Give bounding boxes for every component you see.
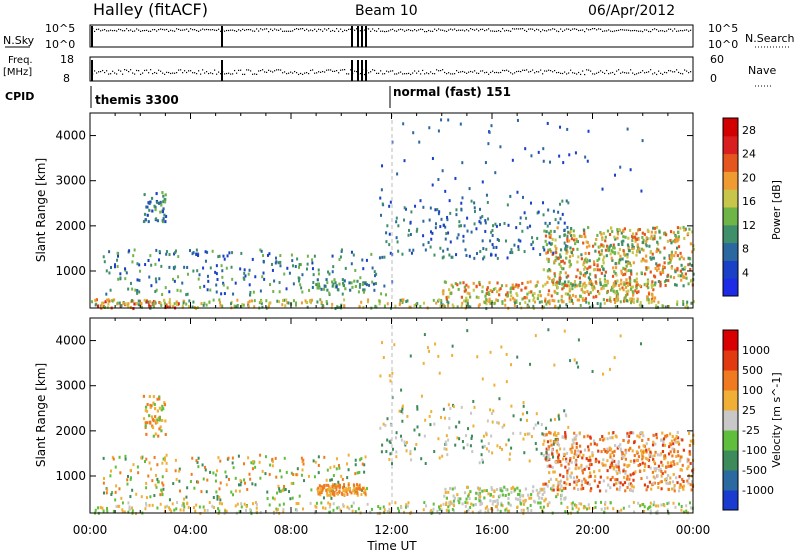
power-ylabel: Slant Range [km] — [34, 158, 48, 262]
nsky-label: N.Sky — [3, 34, 35, 47]
y-tick-label: 3000 — [55, 379, 86, 393]
x-tick-label: 20:00 — [575, 523, 610, 537]
nsearch-label: N.Search — [745, 32, 795, 45]
x-axis-label: Time UT — [366, 539, 417, 553]
x-tick-label: 00:00 — [73, 523, 108, 537]
power-cbar-tick: 28 — [742, 124, 756, 137]
cpid-strip: CPID themis 3300 normal (fast) 151 — [5, 85, 511, 108]
nsky-strip: N.Sky 10^5 10^0 10^5 10^0 N.Search — [3, 22, 795, 51]
x-tick-label: 08:00 — [274, 523, 309, 537]
power-cbar-tick: 20 — [742, 171, 756, 184]
y-tick-label: 2000 — [55, 219, 86, 233]
velocity-cells — [94, 328, 695, 516]
velocity-cbar-tick: -1000 — [742, 484, 774, 497]
y-tick-label: 4000 — [55, 334, 86, 348]
velocity-cbar-tick: -25 — [742, 424, 760, 437]
freq-strip: Freq. [MHz] 18 8 60 0 Nave — [3, 53, 776, 87]
power-cbar-tick: 12 — [742, 219, 756, 232]
freq-label: Freq. — [8, 55, 33, 66]
nsearch-tick-bottom: 10^0 — [708, 38, 738, 51]
y-tick-label: 3000 — [55, 174, 86, 188]
x-tick-labels: 00:00 04:00 08:00 12:00 16:00 20:00 00:00 — [73, 523, 711, 537]
nsky-tick-bottom: 10^0 — [45, 38, 75, 51]
freq-tick-top: 18 — [60, 53, 74, 66]
power-cbar-tick: 16 — [742, 195, 756, 208]
velocity-panel: 1000 2000 3000 4000 Slant Range [km] — [34, 317, 695, 516]
power-cbar-tick: 8 — [742, 243, 749, 256]
x-tick-label: 04:00 — [173, 523, 208, 537]
nave-tick-top: 60 — [710, 53, 724, 66]
velocity-cbar-tick: 100 — [742, 384, 763, 397]
y-tick-label: 4000 — [55, 129, 86, 143]
velocity-cbar-tick: 500 — [742, 364, 763, 377]
cpid-mode-2: normal (fast) 151 — [393, 85, 511, 99]
y-tick-label: 1000 — [55, 264, 86, 278]
velocity-cbar-label: Velocity [m s^-1] — [770, 372, 783, 467]
x-tick-label: 16:00 — [475, 523, 510, 537]
nave-tick-bottom: 0 — [710, 72, 717, 85]
nsky-tick-top: 10^5 — [45, 22, 75, 35]
power-panel: 1000 2000 3000 4000 Slant Range [km] — [34, 112, 695, 311]
power-cells — [91, 118, 695, 311]
power-cbar-tick: 24 — [742, 148, 756, 161]
freq-unit: [MHz] — [3, 67, 32, 78]
velocity-colorbar: 1000 500 100 25 -25 -100 -500 -1000 Velocity [m… — [722, 329, 783, 511]
velocity-cbar-tick: 25 — [742, 404, 756, 417]
cpid-label: CPID — [5, 90, 34, 103]
nsearch-tick-top: 10^5 — [708, 22, 738, 35]
nave-label: Nave — [748, 64, 776, 77]
x-tick-label: 00:00 — [676, 523, 711, 537]
x-tick-label: 12:00 — [374, 523, 409, 537]
velocity-cbar-tick: -100 — [742, 444, 767, 457]
beam-title: Beam 10 — [355, 3, 418, 19]
velocity-cbar-tick: -500 — [742, 464, 767, 477]
cpid-mode-1: themis 3300 — [95, 93, 179, 107]
date-title: 06/Apr/2012 — [588, 3, 675, 19]
freq-tick-bottom: 8 — [63, 72, 70, 85]
power-colorbar: 4 8 12 16 20 24 28 Power [dB] — [722, 117, 783, 297]
y-tick-label: 2000 — [55, 424, 86, 438]
power-cbar-tick: 4 — [742, 266, 749, 279]
y-tick-label: 1000 — [55, 469, 86, 483]
power-cbar-label: Power [dB] — [770, 180, 783, 240]
station-title: Halley (fitACF) — [93, 0, 208, 19]
velocity-ylabel: Slant Range [km] — [34, 363, 48, 467]
velocity-cbar-tick: 1000 — [742, 344, 770, 357]
